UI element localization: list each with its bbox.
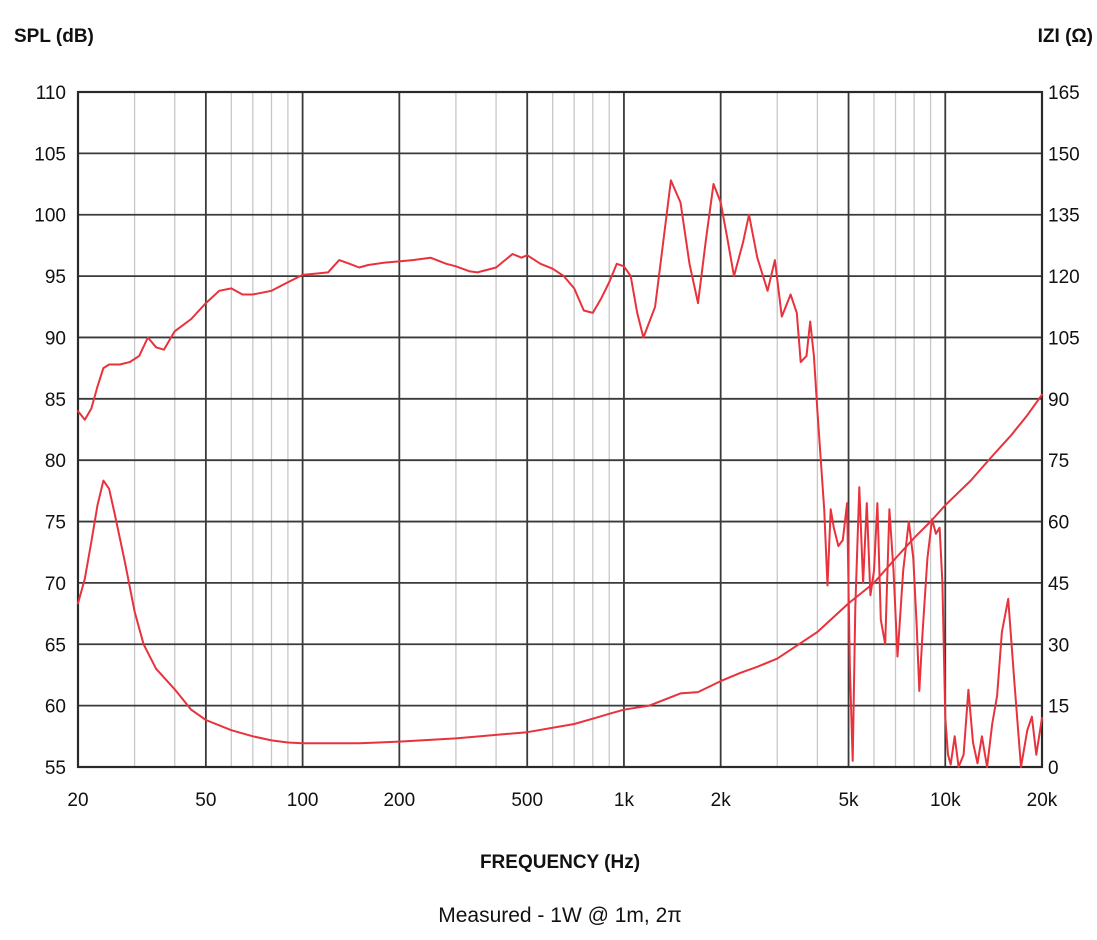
impedance-tick-label: 75 <box>1048 451 1069 472</box>
spl-tick-label: 60 <box>45 697 66 718</box>
impedance-tick-label: 0 <box>1048 758 1059 779</box>
impedance-tick-label: 30 <box>1048 635 1069 656</box>
x-tick-label: 200 <box>383 790 415 811</box>
spl-tick-label: 65 <box>45 635 66 656</box>
spl-curve <box>77 179 1043 768</box>
x-tick-label: 20k <box>1027 790 1058 811</box>
measurement-caption: Measured - 1W @ 1m, 2π <box>438 904 682 927</box>
impedance-tick-label: 165 <box>1048 83 1080 104</box>
spl-tick-label: 85 <box>45 390 66 411</box>
impedance-tick-label: 105 <box>1048 328 1080 349</box>
spl-tick-label: 80 <box>45 451 66 472</box>
series-group <box>77 179 1043 768</box>
major-gridlines <box>78 92 1042 767</box>
spl-tick-label: 70 <box>45 574 66 595</box>
x-axis-title: FREQUENCY (Hz) <box>480 852 640 873</box>
x-tick-label: 10k <box>930 790 961 811</box>
x-tick-label: 50 <box>195 790 216 811</box>
spl-tick-label: 55 <box>45 758 66 779</box>
impedance-tick-label: 120 <box>1048 267 1080 288</box>
x-tick-label: 2k <box>711 790 732 811</box>
x-tick-label: 1k <box>614 790 635 811</box>
spl-tick-labels: 110 105 100 95 90 85 80 75 70 65 60 55 <box>34 83 66 779</box>
minor-gridlines <box>133 92 932 767</box>
left-axis-title: SPL (dB) <box>14 26 94 47</box>
impedance-curve <box>77 393 1043 745</box>
x-tick-label: 500 <box>511 790 543 811</box>
spl-tick-label: 110 <box>36 83 66 104</box>
spl-tick-label: 75 <box>45 513 66 534</box>
spl-tick-label: 90 <box>45 328 66 349</box>
spl-tick-label: 100 <box>34 206 66 227</box>
impedance-tick-label: 15 <box>1048 697 1069 718</box>
impedance-tick-label: 60 <box>1048 513 1069 534</box>
frequency-tick-labels: 20 50 100 200 500 1k 2k 5k 10k 20k <box>67 790 1057 811</box>
impedance-tick-label: 135 <box>1048 206 1080 227</box>
impedance-tick-label: 150 <box>1048 144 1080 165</box>
x-tick-label: 20 <box>67 790 88 811</box>
spl-tick-label: 105 <box>34 144 66 165</box>
x-tick-label: 5k <box>838 790 859 811</box>
spl-tick-label: 95 <box>45 267 66 288</box>
plot-frame <box>76 90 1044 769</box>
impedance-tick-label: 90 <box>1048 390 1069 411</box>
right-axis-title: IZI (Ω) <box>1038 26 1093 47</box>
x-tick-label: 100 <box>287 790 319 811</box>
impedance-tick-label: 45 <box>1048 574 1069 595</box>
